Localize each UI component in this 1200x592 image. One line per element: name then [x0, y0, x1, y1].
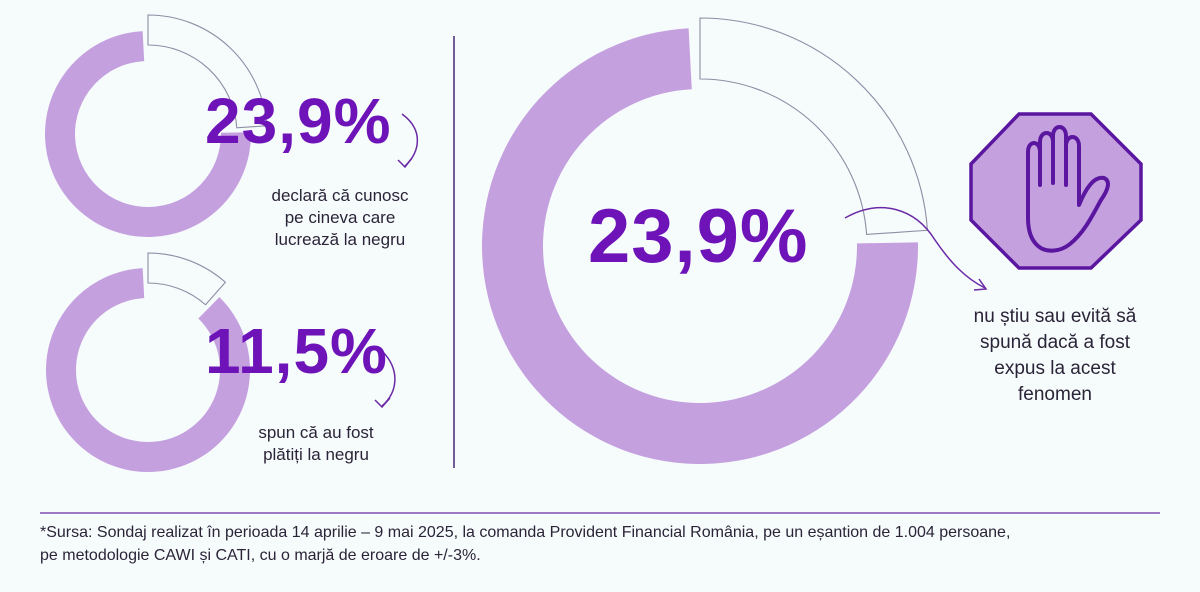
donut-chart-known-workers: [45, 14, 268, 237]
donut-chart-paid-undeclared: [46, 252, 251, 472]
stop-hand-icon: [969, 112, 1143, 270]
stat-description-known-workers: declară că cunosc pe cineva care lucreaz…: [250, 185, 430, 251]
arrow-curve-1: [401, 113, 418, 167]
description-line: pe cineva care: [284, 208, 396, 227]
description-line: plătiți la negru: [263, 445, 369, 464]
stat-description-paid-undeclared: spun că au fost plătiți la negru: [236, 422, 396, 466]
donut-remaining-segment: [46, 268, 251, 472]
description-line: lucrează la negru: [274, 230, 406, 249]
source-note-line: *Sursa: Sondaj realizat în perioada 14 a…: [40, 524, 1011, 541]
description-line: nu știu sau evită să: [973, 306, 1137, 327]
donut-highlight-segment: [147, 252, 227, 306]
description-line: fenomen: [1018, 384, 1092, 405]
arrow-head-1: [397, 157, 413, 169]
stat-description-avoid-answer: nu știu sau evită să spună dacă a fost e…: [944, 304, 1166, 408]
description-line: spun că au fost: [258, 423, 374, 442]
stat-percentage-avoid-answer: 23,9%: [588, 194, 809, 279]
description-line: declară că cunosc: [271, 186, 409, 205]
source-note-line: pe metodologie CAWI și CATI, cu o marjă …: [40, 547, 481, 564]
stat-percentage-paid-undeclared: 11,5%: [205, 315, 388, 387]
stat-percentage-known-workers: 23,9%: [205, 85, 392, 157]
arrow-head-3: [973, 278, 988, 291]
description-line: expus la acest: [994, 358, 1116, 379]
description-line: spună dacă a fost: [980, 332, 1130, 353]
donut-highlight-segment: [147, 14, 268, 129]
source-note: *Sursa: Sondaj realizat în perioada 14 a…: [40, 521, 1160, 567]
arrow-curve-3: [844, 206, 986, 289]
arrow-head-2: [374, 397, 391, 409]
